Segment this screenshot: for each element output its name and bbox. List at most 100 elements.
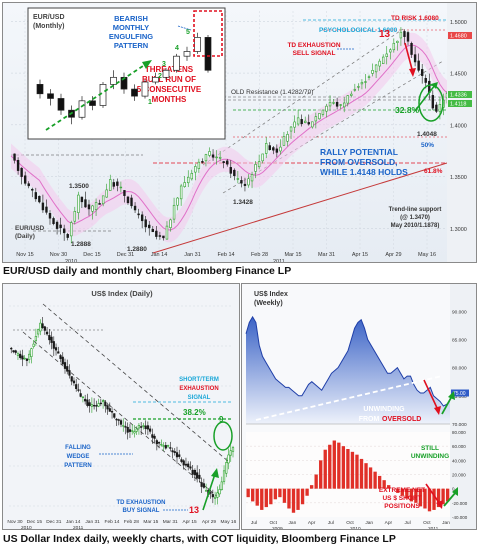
candle [328, 101, 332, 107]
candle [216, 492, 219, 498]
candle [50, 336, 53, 343]
candle [14, 350, 17, 353]
candle [236, 178, 240, 180]
candle [122, 425, 125, 427]
usd-index-weekly-chart: 90.000 85.000 80.000 75.000 70.000 75.00 US$ I… [242, 284, 476, 529]
x-tick-label: Mar 15 [284, 252, 301, 258]
bottom-caption: US Dollar Index daily, weekly charts, wi… [3, 533, 396, 545]
candle [314, 116, 318, 122]
inset-count-label: 5 [186, 29, 190, 36]
cot-bar [427, 488, 432, 512]
green-arrow [441, 395, 453, 415]
cot-bar [287, 488, 291, 509]
candle [282, 136, 286, 146]
candle [10, 347, 13, 350]
annotations: SHORT/TERM EXHAUSTION SIGNAL 38.2% 9 FALLING W… [64, 377, 233, 515]
x-tick-label: Apr [308, 520, 316, 526]
candle [360, 81, 364, 85]
candle [93, 404, 96, 407]
x-tick-label: Jul [328, 520, 334, 526]
candle [16, 353, 20, 356]
candle [318, 113, 321, 120]
cot-bar [364, 463, 368, 489]
candle [117, 419, 120, 421]
y-tick-label: 85.000 [452, 337, 467, 343]
y-axis-background [450, 284, 476, 529]
candle [57, 351, 60, 354]
cot-bar [445, 488, 450, 502]
cot-bar [346, 449, 350, 489]
inset-candle [36, 84, 44, 95]
short-term-label-line: SHORT/TERM [179, 377, 219, 383]
candle [229, 167, 232, 174]
candle [165, 225, 169, 240]
chart-title: US$ Index (Daily) [91, 289, 153, 298]
td-exhaustion-label-line: TD EXHAUSTION [287, 42, 340, 49]
td-exhaustion-label-line: SELL SIGNAL [293, 50, 336, 57]
threatens-label-line: BULL RUN OF [142, 75, 196, 84]
inset-candle [152, 76, 159, 83]
candle [151, 228, 154, 233]
cot-bar [305, 488, 309, 496]
cot-bar [260, 488, 264, 510]
candle [218, 489, 221, 495]
candle [95, 405, 98, 407]
oversold-label: OVERSOLD [382, 416, 421, 423]
candle [110, 411, 114, 413]
y-tick-label: 0 [452, 487, 455, 492]
red-arrow [425, 483, 441, 505]
candle [279, 146, 282, 152]
candle [98, 203, 101, 205]
y-tick-label: 1.4500 [450, 72, 467, 78]
fib-382-label: 38.2% [183, 408, 206, 417]
candle [389, 49, 392, 53]
cot-bar [255, 488, 259, 506]
x-tick-label: Feb 14 [105, 519, 120, 525]
x-tick-label: May 16 [221, 519, 237, 525]
candle [385, 53, 388, 57]
cot-bar [359, 458, 364, 489]
candle [32, 343, 35, 347]
candle [187, 463, 190, 468]
candle [79, 393, 82, 397]
red-arrow-head [434, 406, 441, 415]
candle [247, 178, 250, 186]
extreme-positions-label-line: POSITIONS [384, 503, 420, 510]
candle [72, 380, 76, 384]
y-tick-label: 80.000 [452, 366, 467, 372]
candle [180, 459, 183, 462]
candle [222, 161, 225, 164]
old-resistance-label: OLD Resistance (1.4282/70) [231, 89, 313, 96]
price-label: 1.4680 [450, 34, 467, 40]
candle [189, 466, 192, 469]
trend-line-support [152, 162, 448, 254]
extreme-positions-label-line: EXTREME NET [379, 487, 425, 494]
candle [28, 353, 31, 360]
chart-background [3, 284, 239, 529]
candle [133, 205, 137, 211]
unwinding-label: UNWINDING [363, 406, 405, 413]
candle [23, 357, 26, 360]
cot-bar [368, 467, 373, 489]
candle [155, 230, 158, 237]
candle [321, 109, 325, 115]
cot-bar [373, 471, 377, 489]
candlesticks [10, 316, 235, 505]
cot-bar [341, 446, 346, 489]
candle [417, 60, 420, 71]
cot-bar [418, 488, 423, 507]
red-arrow-head [409, 68, 416, 77]
candle [399, 31, 403, 39]
candle [119, 186, 123, 189]
cot-bar [251, 488, 255, 502]
candle [25, 358, 29, 361]
candle [75, 384, 78, 390]
trend-support-label-line: (@ 1.3470) [400, 215, 430, 221]
cot-bar [400, 488, 404, 496]
x-tick-label: Mar 31 [318, 252, 335, 258]
fib-618-label: 61.8% [424, 168, 443, 175]
candle [31, 188, 34, 191]
candle [133, 431, 136, 434]
short-term-label-line: SIGNAL [188, 395, 211, 401]
x-axis: Jul Oct Jan Apr Jul Oct Jan Apr Jul Oct Jan 2009 201… [251, 520, 450, 529]
